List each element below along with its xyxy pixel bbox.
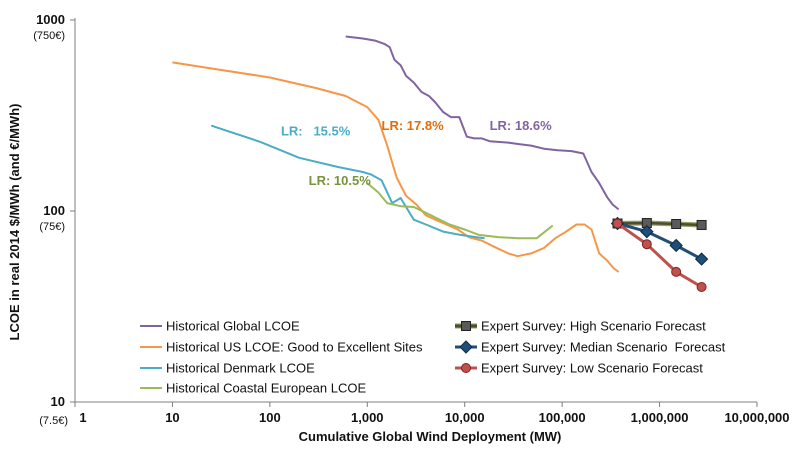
y-tick-label: 100 (43, 203, 65, 218)
x-axis-ticks: 1 10 100 1,000 10,000 100,000 1,000,000 10,000,… (74, 402, 790, 425)
x-tick-label: 100,000 (539, 410, 586, 425)
x-tick-label: 1 (79, 410, 86, 425)
legend-label: Expert Survey: High Scenario Forecast (481, 319, 706, 334)
legend-label: Historical Coastal European LCOE (166, 381, 366, 396)
legend-label: Historical Denmark LCOE (166, 361, 315, 376)
legend-label: Historical Global LCOE (166, 319, 300, 334)
y-tick-label: 1000 (36, 12, 65, 27)
x-axis-title: Cumulative Global Wind Deployment (MW) (299, 429, 562, 444)
legend-item: Historical Global LCOE (140, 319, 300, 334)
series-line (366, 182, 554, 240)
data-point-square (696, 219, 707, 230)
data-point-circle (696, 282, 707, 293)
legend-item: Expert Survey: High Scenario Forecast (455, 319, 706, 334)
series-6 (612, 218, 707, 293)
series-line (210, 124, 485, 240)
learning-rate-annotation: LR: 18.6% (490, 118, 553, 133)
x-tick-label: 100 (259, 410, 281, 425)
legend-item: Expert Survey: Median Scenario Forecast (455, 340, 726, 355)
y-tick-label: 10 (51, 394, 65, 409)
series-3 (366, 182, 554, 240)
x-tick-label: 10,000 (445, 410, 485, 425)
x-tick-label: 1,000 (351, 410, 384, 425)
legend-item: Historical Denmark LCOE (140, 361, 315, 376)
series-0 (345, 35, 620, 211)
data-point-circle (671, 266, 682, 277)
series-line (617, 221, 702, 227)
x-tick-label: 10,000,000 (724, 410, 789, 425)
series-line (172, 61, 620, 273)
series-2 (210, 124, 485, 240)
x-tick-label: 10 (165, 410, 179, 425)
plot-area: 10 (7.5€) 100 (75€) 1000 (750€) 1 10 100 1,000 10… (33, 12, 789, 427)
legend-label: Historical US LCOE: Good to Excellent Si… (166, 340, 423, 355)
data-point-square (671, 218, 682, 229)
series-layer (172, 35, 709, 293)
data-point-square (461, 321, 471, 331)
legend: Historical Global LCOE Historical US LCOE… (140, 319, 726, 396)
data-point-diamond (669, 238, 683, 253)
data-point-diamond (694, 252, 709, 266)
y-tick-sublabel: (7.5€) (39, 415, 68, 427)
data-point-circle (461, 363, 471, 373)
learning-rate-annotation: LR: 15.5% (281, 124, 351, 139)
series-1 (172, 61, 620, 273)
data-point-diamond (640, 224, 654, 239)
series-line (617, 222, 703, 261)
legend-item: Historical Coastal European LCOE (140, 381, 366, 396)
data-point-circle (641, 239, 652, 250)
y-axis-ticks: 10 (7.5€) 100 (75€) 1000 (750€) (33, 12, 75, 427)
legend-item: Historical US LCOE: Good to Excellent Si… (140, 340, 423, 355)
legend-label: Expert Survey: Median Scenario Forecast (481, 340, 726, 355)
learning-rate-annotation: LR: 10.5% (309, 173, 372, 188)
learning-rate-annotation: LR: 17.8% (382, 118, 445, 133)
annotation-layer: LR: 18.6% LR: 17.8% LR: 15.5% LR: 10.5% (281, 118, 552, 188)
y-axis-title: LCOE in real 2014 $/MWh (and €/MWh) (7, 104, 22, 341)
x-tick-label: 1,000,000 (631, 410, 689, 425)
y-tick-sublabel: (75€) (39, 221, 65, 233)
legend-label: Expert Survey: Low Scenario Forecast (481, 361, 703, 376)
legend-item: Expert Survey: Low Scenario Forecast (455, 361, 703, 376)
series-4 (612, 218, 707, 230)
series-line (345, 35, 620, 211)
series-line (616, 222, 703, 289)
data-point-circle (612, 218, 623, 229)
data-point-diamond (459, 340, 473, 354)
y-tick-sublabel: (750€) (33, 30, 65, 42)
